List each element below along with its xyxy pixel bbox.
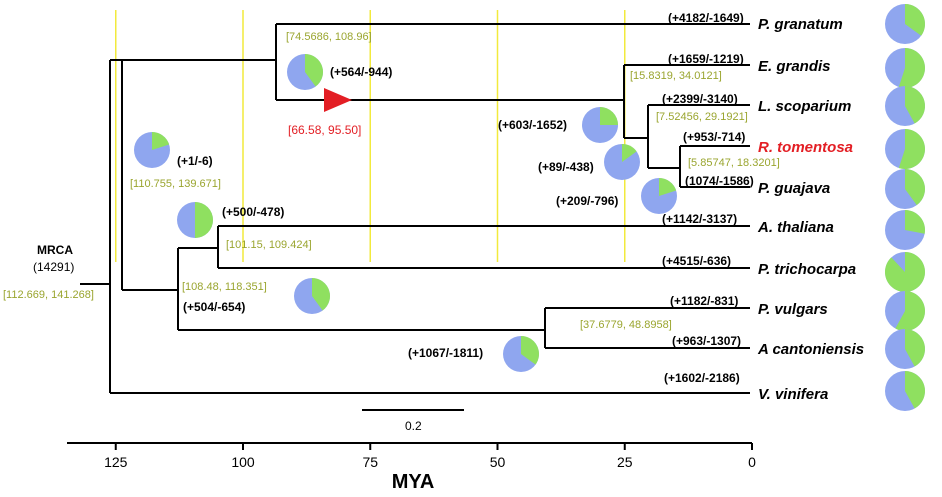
gain-loss-pies (134, 4, 926, 411)
wgd-triangle-marker (324, 88, 352, 112)
pie-acantoniensis (885, 329, 925, 369)
pie-node-myrtales (287, 54, 324, 90)
axis-tick-label-75: 75 (362, 454, 378, 470)
species-thaliana: A. thaliana (757, 219, 834, 236)
fabids-interval: [108.48, 118.351] (182, 281, 267, 293)
axis-tick-label-25: 25 (617, 454, 633, 470)
malvids-interval: [101.15, 109.424] (226, 239, 312, 251)
axis-tick-label-50: 50 (490, 454, 506, 470)
axis-tick-label-100: 100 (231, 454, 255, 470)
species-vulgars: P. vulgars (758, 301, 828, 318)
pie-egrandis (885, 48, 926, 89)
axis-tick-label-125: 125 (104, 454, 128, 470)
pie-pvulgars (885, 291, 925, 331)
wgd-interval: [66.58, 95.50] (288, 123, 361, 137)
species-tomentosa: R. tomentosa (758, 139, 853, 156)
trichocarpa-counts: (+4515/-636) (662, 254, 731, 268)
lepto-interval: [7.52456, 29.1921] (656, 111, 748, 123)
myrteae-interval: [5.85747, 18.3201] (688, 157, 780, 169)
rosids-interval: [110.755, 139.671] (130, 178, 221, 190)
time-axis-title: MYA (392, 471, 435, 493)
mrca-interval: [112.669, 141.268] (3, 289, 94, 301)
myrtales-interval: [74.5686, 108.96] (286, 31, 372, 43)
species-vinifera: V. vinifera (758, 386, 828, 403)
granatum-counts: (+4182/-1649) (668, 11, 744, 25)
grandis-counts: (+1659/-1219) (668, 52, 744, 66)
species-scoparium: L. scoparium (758, 98, 851, 115)
pie-rtomentosa (885, 129, 925, 169)
guajava-counts: (1074/-1586) (685, 174, 754, 188)
mrca-count: (14291) (33, 260, 74, 274)
cantoniensis-counts: (+963/-1307) (672, 334, 741, 348)
myrtaceae-interval: [15.8319, 34.0121] (630, 70, 722, 82)
pie-pguajava (885, 169, 925, 209)
vinifera-counts: (+1602/-2186) (664, 371, 740, 385)
pie-node-myrtaceae (582, 107, 618, 143)
myrtaceae-counts: (+603/-1652) (498, 118, 567, 132)
mrca-label: MRCA (37, 243, 73, 257)
fabids-counts: (+504/-654) (183, 300, 245, 314)
tree-branches (80, 23, 750, 394)
species-cantoniensis: A cantoniensis (757, 341, 864, 358)
pie-node-rhod-psid (641, 178, 677, 214)
malvids-counts: (+500/-478) (222, 205, 284, 219)
pie-athaliana (885, 210, 925, 250)
species-grandis: E. grandis (758, 58, 831, 75)
pie-pgranatum (885, 4, 926, 44)
species-guajava: P. guajava (758, 180, 830, 197)
tomentosa-counts: (+953/-714) (683, 130, 745, 144)
time-axis-ticks: 125 100 75 50 25 0 (104, 443, 756, 470)
pie-node-rosids (134, 132, 170, 168)
rosids-counts: (+1/-6) (177, 154, 213, 168)
pie-node-malvids (177, 202, 213, 238)
thaliana-counts: (+1142/-3137) (662, 212, 737, 226)
legume-interval: [37.6779, 48.8958] (580, 319, 672, 331)
scoparium-counts: (+2399/-3140) (662, 92, 738, 106)
species-trichocarpa: P. trichocarpa (758, 261, 856, 278)
pie-lscoparium (885, 86, 925, 126)
pie-vvinifera (885, 371, 925, 411)
pie-ptrichocarpa (885, 252, 926, 292)
rhod-psid-counts: (+209/-796) (556, 194, 618, 208)
legume-counts: (+1067/-1811) (408, 346, 483, 360)
axis-tick-label-0: 0 (748, 454, 756, 470)
scale-bar-label: 0.2 (405, 419, 422, 433)
pie-node-myrteae (604, 144, 640, 180)
species-granatum: P. granatum (758, 16, 843, 33)
myrteae-counts: (+89/-438) (538, 160, 594, 174)
myrtales-counts: (+564/-944) (330, 65, 392, 79)
pie-node-legume-rosales (503, 336, 540, 372)
pie-node-fabids (294, 278, 331, 314)
vulgars-counts: (+1182/-831) (670, 294, 738, 308)
